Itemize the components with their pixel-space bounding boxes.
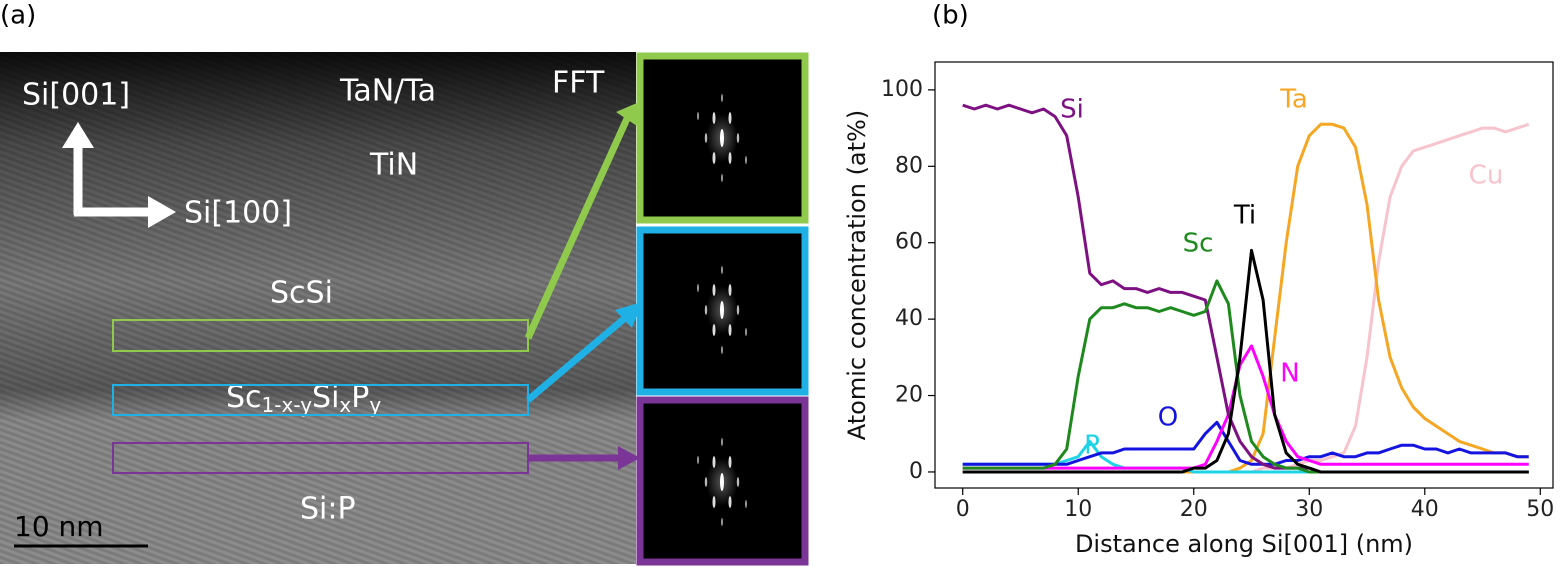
layer-label: TiN <box>369 148 418 183</box>
series-label: O <box>1158 403 1178 433</box>
arrow-head <box>615 302 642 328</box>
arrow <box>524 110 634 340</box>
panel-label: (b) <box>932 1 969 31</box>
orientation-label: Si[001] <box>22 78 130 113</box>
y-axis-label: Atomic concentration (at%) <box>843 110 871 440</box>
arrow <box>525 315 628 403</box>
label-part: x <box>339 393 351 417</box>
y-tick-label: 20 <box>895 383 923 408</box>
series-label: Si <box>1060 95 1084 125</box>
panel-label: (a) <box>0 1 36 31</box>
layer-label: ScSi <box>270 276 333 311</box>
series-line <box>962 344 1529 470</box>
series-label: N <box>1280 359 1299 389</box>
fft-label: FFT <box>552 66 605 101</box>
fft-panel <box>636 52 809 224</box>
y-tick-label: 0 <box>909 459 923 484</box>
y-tick-label: 60 <box>895 230 923 255</box>
series-label: Sc <box>1183 229 1214 259</box>
series-label: P <box>1084 431 1100 461</box>
x-tick-label: 50 <box>1526 497 1554 522</box>
layer-label: Si:P <box>300 492 356 527</box>
x-axis-label: Distance along Si[001] (nm) <box>1075 530 1413 558</box>
y-tick-label: 80 <box>895 153 923 178</box>
series-line <box>962 420 1529 466</box>
fft-panel <box>636 226 809 396</box>
y-tick-label: 100 <box>881 77 923 102</box>
layer-label: TaN/Ta <box>339 74 436 109</box>
chart: (b) 0 10 20 30 40 50 0 20 40 60 80 100 Distance along… <box>843 1 1554 559</box>
x-tick-label: 30 <box>1295 497 1323 522</box>
x-tick-label: 40 <box>1411 497 1439 522</box>
series-line <box>962 248 1529 474</box>
arrow-head <box>148 196 176 228</box>
y-tick-label: 40 <box>895 306 923 331</box>
label-part: P <box>351 380 369 415</box>
series-label: Ta <box>1279 85 1308 115</box>
x-tick-label: 0 <box>956 497 970 522</box>
label-part: 1-x-y <box>262 393 313 417</box>
orientation-label: Si[100] <box>184 196 292 231</box>
series-label: Ti <box>1233 201 1256 231</box>
label-part: y <box>369 393 381 417</box>
series-label: Cu <box>1469 161 1504 191</box>
lattice-fringes <box>0 52 636 564</box>
scale-bar-label: 10 nm <box>14 510 104 543</box>
x-tick-label: 20 <box>1180 497 1208 522</box>
arrow-head <box>618 446 640 470</box>
arrow-head <box>62 122 94 148</box>
x-tick-label: 10 <box>1064 497 1092 522</box>
plot-frame <box>934 61 1554 489</box>
fft-panel <box>636 396 809 566</box>
